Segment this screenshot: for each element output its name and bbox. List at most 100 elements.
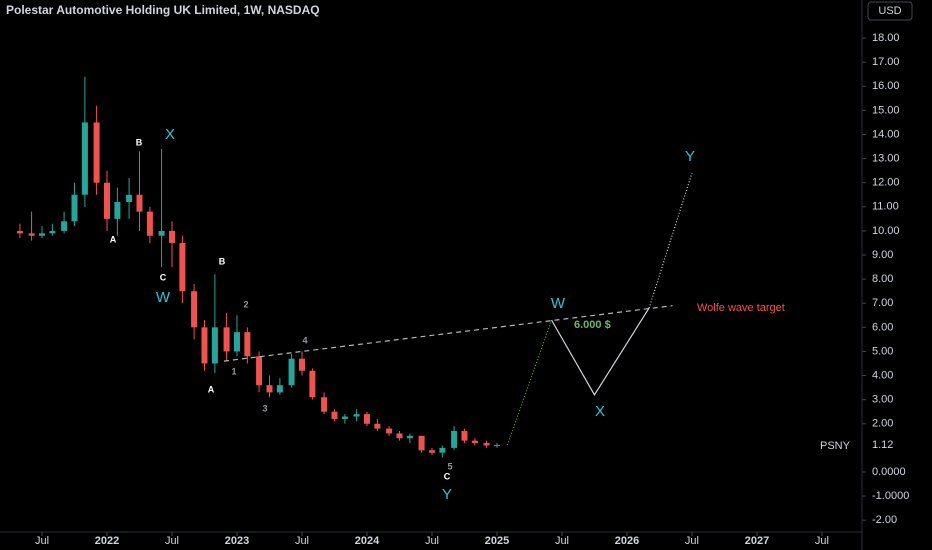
candle-body bbox=[191, 291, 198, 328]
candle-body bbox=[439, 447, 446, 453]
projection-in bbox=[506, 319, 553, 446]
candle-body bbox=[428, 450, 435, 453]
candle-body bbox=[451, 430, 458, 448]
x-tick-label: 2025 bbox=[485, 535, 509, 547]
wave-label: 1 bbox=[231, 366, 236, 376]
candle-body bbox=[256, 356, 263, 386]
y-tick-label: 4.00 bbox=[872, 369, 893, 381]
x-tick-label: Jul bbox=[425, 535, 439, 547]
wave-label: W bbox=[156, 289, 171, 306]
candle-body bbox=[418, 435, 425, 451]
candle-body bbox=[71, 194, 78, 222]
candle-body bbox=[298, 358, 305, 371]
candle-body bbox=[168, 230, 175, 243]
candle-body bbox=[158, 230, 165, 236]
candle-body bbox=[103, 182, 110, 219]
wave-label: 4 bbox=[302, 335, 307, 345]
y-tick-label: 7.00 bbox=[872, 297, 893, 309]
candle-body bbox=[341, 416, 348, 419]
candle-body bbox=[201, 327, 208, 364]
wave-label: X bbox=[595, 403, 605, 420]
candle-body bbox=[93, 122, 100, 183]
last-price: 1.12 bbox=[872, 439, 893, 451]
candle-body bbox=[353, 414, 360, 417]
symbol-label: PSNY bbox=[820, 440, 851, 452]
candle-body bbox=[223, 327, 230, 352]
y-tick-label: 5.00 bbox=[872, 345, 893, 357]
candle-body bbox=[38, 233, 45, 236]
wave-label: A bbox=[208, 384, 215, 394]
candle-body bbox=[396, 433, 403, 439]
y-tick-label: 8.00 bbox=[872, 273, 893, 285]
y-tick-label: 2.00 bbox=[872, 418, 893, 430]
wave-label: A bbox=[110, 234, 117, 244]
currency[interactable]: USD bbox=[878, 5, 901, 17]
y-tick-label: 12.00 bbox=[872, 177, 900, 189]
x-tick-label: Jul bbox=[165, 535, 179, 547]
wave-label: X bbox=[165, 126, 175, 143]
x-tick-label: 2026 bbox=[615, 535, 639, 547]
candle-body bbox=[126, 194, 133, 203]
y-tick-label: 3.00 bbox=[872, 394, 893, 406]
y-tick-label: 10.00 bbox=[872, 225, 900, 237]
candle-body bbox=[211, 327, 218, 364]
candle-body bbox=[81, 122, 88, 195]
wave-label: B bbox=[219, 256, 226, 266]
candle-body bbox=[471, 440, 478, 444]
candle-body bbox=[233, 332, 240, 352]
x-tick-label: Jul bbox=[815, 535, 829, 547]
candle-body bbox=[309, 370, 316, 398]
wave-label: 3 bbox=[262, 403, 267, 413]
candle-body bbox=[114, 202, 121, 219]
candle-body bbox=[363, 414, 370, 424]
candle-body bbox=[16, 230, 23, 234]
wave-label: Y bbox=[685, 148, 695, 165]
candle-body bbox=[331, 411, 338, 419]
y-tick-label: 6.00 bbox=[872, 321, 893, 333]
candle-body bbox=[266, 385, 273, 393]
wave-label: 2 bbox=[243, 299, 248, 309]
y-tick-label: 18.00 bbox=[872, 32, 900, 44]
candle-body bbox=[386, 428, 393, 434]
candle-body bbox=[321, 397, 328, 412]
y-tick-label: -2.00 bbox=[872, 514, 897, 526]
candle-body bbox=[146, 211, 153, 236]
candle-body bbox=[483, 443, 490, 446]
wave-label: W bbox=[551, 295, 566, 312]
x-tick-label: 2022 bbox=[95, 535, 119, 547]
wave-label: Y bbox=[442, 486, 452, 503]
wolfe-line bbox=[223, 305, 673, 362]
x-tick-label: Jul bbox=[685, 535, 699, 547]
y-tick-label: 9.00 bbox=[872, 249, 893, 261]
target-label: 6.000 $ bbox=[574, 319, 611, 331]
candle-body bbox=[288, 358, 295, 386]
candle-body bbox=[179, 242, 186, 292]
y-tick-label: 0.0000 bbox=[872, 466, 906, 478]
candle-body bbox=[244, 332, 251, 357]
wave-label: 5 bbox=[447, 461, 452, 471]
y-tick-label: 14.00 bbox=[872, 128, 900, 140]
y-tick-label: 17.00 bbox=[872, 56, 900, 68]
candle-body bbox=[49, 230, 56, 234]
wave-label: C bbox=[444, 471, 451, 481]
chart-title: Polestar Automotive Holding UK Limited, … bbox=[6, 3, 320, 17]
candle-body bbox=[374, 423, 381, 429]
last-price-badge bbox=[863, 436, 903, 453]
wave-label: B bbox=[136, 137, 143, 147]
candle-body bbox=[406, 435, 413, 439]
candle-body bbox=[136, 194, 143, 212]
y-tick-label: 13.00 bbox=[872, 153, 900, 165]
projection-wave bbox=[551, 307, 650, 397]
candle-body bbox=[28, 233, 35, 236]
currency-box[interactable] bbox=[867, 1, 913, 21]
candle-body bbox=[461, 430, 468, 441]
wave-label: C bbox=[160, 272, 167, 282]
y-tick-label: 11.00 bbox=[872, 201, 899, 213]
y-tick-label: 16.00 bbox=[872, 80, 900, 92]
x-tick-label: Jul bbox=[295, 535, 309, 547]
x-tick-label: Jul bbox=[555, 535, 569, 547]
x-tick-label: 2027 bbox=[745, 535, 769, 547]
y-tick-label: -1.0000 bbox=[872, 490, 909, 502]
